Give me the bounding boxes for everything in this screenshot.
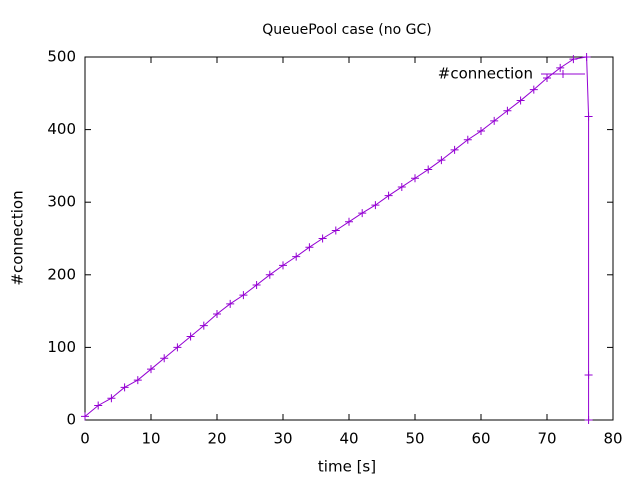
data-point [199,321,208,330]
data-point [584,112,593,121]
y-tick-label: 400 [47,120,76,138]
x-tick-label: 70 [537,430,556,448]
chart-title: QueuePool case (no GC) [262,22,431,38]
y-tick-label: 0 [66,411,76,429]
data-point [345,217,353,226]
x-tick-label: 60 [471,430,490,448]
y-tick-label: 100 [47,338,76,356]
data-point [397,182,406,191]
data-point [331,226,340,235]
data-point [411,174,419,183]
data-point [582,53,591,61]
data-point [252,280,261,289]
data-point [239,291,248,300]
data-point [160,354,169,363]
data-point [543,74,551,83]
x-tick-label: 80 [603,430,622,448]
data-point [371,201,380,210]
y-tick-label: 500 [47,48,76,66]
series-line [84,56,590,420]
data-point [292,252,301,261]
x-tick-label: 20 [207,430,226,448]
x-axis-label: time [s] [318,458,376,476]
legend-label: #connection [438,65,533,83]
legend-point [559,70,567,78]
data-point [81,412,89,421]
data-point [318,234,327,243]
data-point [120,383,129,392]
x-tick-label: 0 [80,430,90,448]
data-point [384,191,393,200]
data-point [490,116,499,125]
data-point [450,145,459,154]
data-point [358,209,367,218]
y-axis-label: #connection [9,190,27,285]
data-point [133,376,142,385]
plot-border [84,56,614,421]
data-point [437,156,446,165]
data-point [147,365,155,374]
x-tick-label: 30 [273,430,292,448]
data-point [529,85,538,94]
data-point [213,310,221,319]
x-tick-label: 10 [141,430,160,448]
data-point [265,270,274,279]
data-point [424,165,433,174]
data-point [305,243,314,252]
data-point [173,343,182,352]
data-point [107,394,116,403]
data-point [516,96,525,105]
data-point [463,135,472,144]
x-tick-label: 40 [339,430,358,448]
data-point [584,416,593,424]
data-point [94,401,103,410]
data-point [279,261,287,270]
x-tick-label: 50 [405,430,424,448]
data-point [477,127,485,136]
data-point [569,55,578,64]
data-point [503,106,512,115]
data-point [556,63,565,72]
y-tick-label: 200 [47,265,76,283]
data-point [226,299,235,308]
y-tick-label: 300 [47,193,76,211]
data-point [186,332,195,341]
data-point [584,370,593,379]
